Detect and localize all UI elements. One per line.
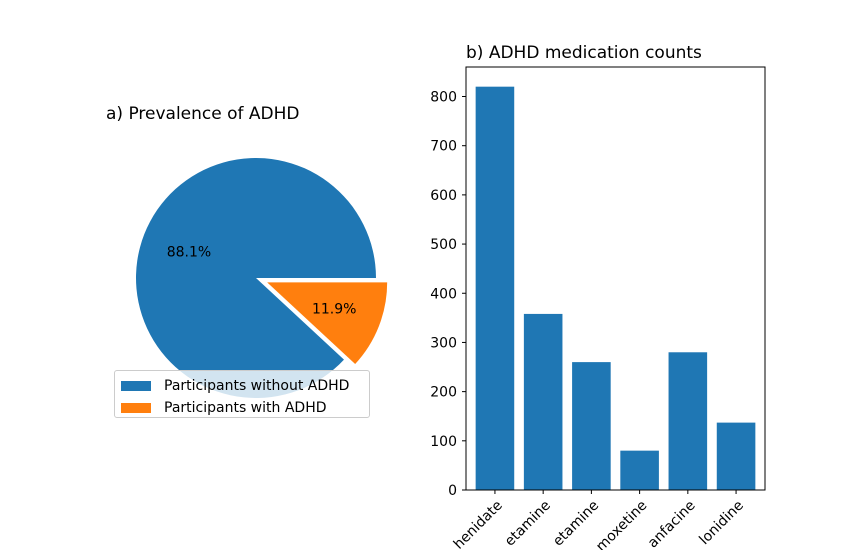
y-tick-label: 100	[430, 434, 457, 450]
pie-slice	[136, 157, 376, 399]
bar-title: b) ADHD medication counts	[466, 43, 702, 63]
y-tick-label: 300	[430, 335, 457, 351]
bar	[572, 362, 611, 490]
plot-frame	[465, 66, 766, 491]
y-tick-label: 600	[430, 188, 457, 204]
y-tick-label: 700	[430, 139, 457, 155]
legend-entry: Participants without ADHD	[121, 375, 363, 397]
pie-value-labels: 88.1% 11.9%	[167, 245, 357, 318]
legend-swatch	[121, 381, 151, 391]
legend-entry: Participants with ADHD	[121, 397, 363, 419]
x-tick-label: etamine	[502, 498, 554, 550]
x-tick-label: anfacine	[645, 498, 699, 550]
pie-slices	[136, 157, 388, 399]
bars	[475, 86, 756, 491]
x-tick-label: henidate	[451, 498, 506, 550]
y-tick-label: 500	[430, 237, 457, 253]
bar	[523, 313, 563, 490]
pie-slice	[267, 282, 388, 364]
x-axis: henidateetamineetaminemoxetineanfacinelo…	[451, 490, 747, 550]
pie-chart: a) Prevalence of ADHD 88.1% 11.9%	[106, 104, 388, 399]
y-tick-label: 200	[430, 385, 457, 401]
y-tick-label: 800	[430, 90, 457, 106]
pie-value-label: 88.1%	[167, 245, 211, 261]
y-axis: 0 100 200 300 400 500 600 700 800	[430, 90, 466, 499]
bar	[475, 86, 515, 491]
y-tick-label: 0	[448, 483, 457, 499]
pie-value-label: 11.9%	[312, 302, 356, 318]
bar	[668, 352, 708, 490]
x-tick-label: moxetine	[593, 498, 650, 550]
legend-swatch	[121, 403, 151, 413]
bar	[716, 422, 756, 490]
x-tick-label: lonidine	[696, 498, 747, 549]
legend-label: Participants without ADHD	[164, 378, 350, 394]
y-tick-label: 400	[430, 286, 457, 302]
bar	[620, 450, 659, 490]
legend-label: Participants with ADHD	[164, 400, 327, 416]
pie-title: a) Prevalence of ADHD	[106, 104, 300, 124]
bar-chart: b) ADHD medication counts 0 100 200 300 400 5…	[430, 43, 766, 550]
pie-legend: Participants without ADHD Participants w…	[114, 370, 370, 418]
